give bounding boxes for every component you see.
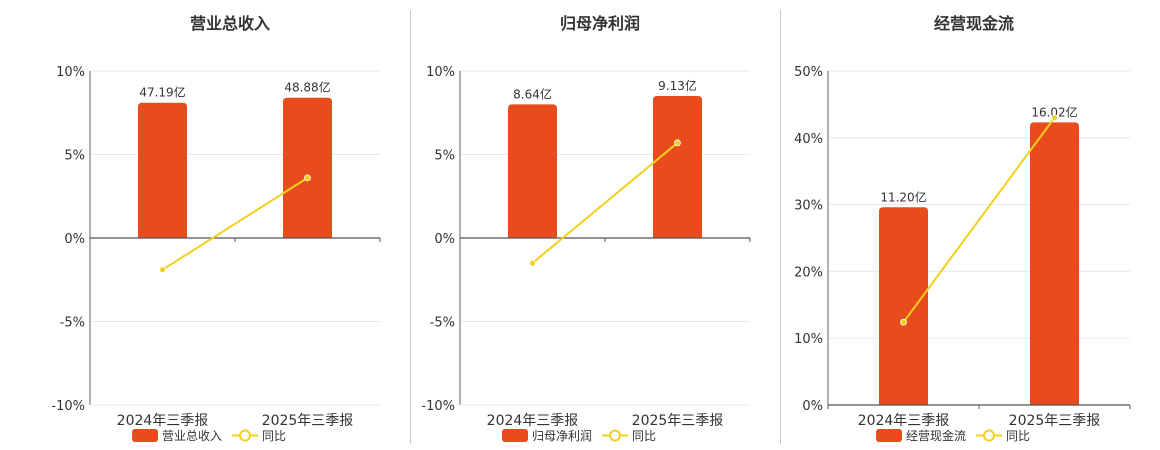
legend-line-label: 同比	[1006, 429, 1030, 443]
legend-bar-label: 经营现金流	[906, 428, 966, 443]
y-tick-label: -10%	[421, 399, 455, 414]
legend-line-marker	[609, 429, 621, 442]
legend-line-marker	[239, 429, 251, 442]
yoy-point	[304, 174, 311, 182]
x-category-label: 2024年三季报	[858, 413, 950, 429]
x-category-label: 2025年三季报	[1009, 413, 1101, 429]
legend-line-marker	[983, 429, 995, 442]
chart-title: 归母净利润	[560, 14, 640, 33]
y-tick-label: -5%	[60, 316, 85, 331]
legend-line-label: 同比	[632, 429, 656, 443]
y-tick-label: 10%	[794, 332, 823, 347]
x-category-label: 2025年三季报	[632, 413, 724, 429]
legend-bar-swatch	[876, 429, 902, 442]
y-tick-label: 30%	[794, 199, 823, 214]
y-tick-label: 50%	[794, 65, 823, 80]
bar-1	[879, 207, 928, 405]
bar-2	[653, 96, 702, 238]
y-tick-label: -10%	[51, 399, 85, 414]
yoy-point	[159, 266, 166, 274]
bar-data-label: 16.02亿	[1031, 104, 1077, 119]
chart-title: 营业总收入	[190, 14, 270, 33]
bar-data-label: 47.19亿	[139, 85, 185, 100]
y-tick-label: 10%	[56, 65, 85, 80]
panel-divider	[410, 10, 411, 444]
x-category-label: 2024年三季报	[117, 413, 209, 429]
panel-divider	[780, 10, 781, 444]
bar-data-label: 8.64亿	[513, 86, 552, 101]
y-tick-label: 0%	[64, 232, 85, 247]
bar-1	[138, 102, 187, 238]
bar-2	[1030, 122, 1079, 405]
y-tick-label: 5%	[64, 149, 85, 164]
x-category-label: 2025年三季报	[262, 413, 354, 429]
y-tick-label: 40%	[794, 132, 823, 147]
y-tick-label: -5%	[430, 316, 455, 331]
yoy-point	[1051, 114, 1058, 122]
yoy-point	[674, 139, 681, 147]
y-tick-label: 0%	[802, 399, 823, 414]
y-tick-label: 0%	[434, 232, 455, 247]
legend-bar-swatch	[132, 429, 158, 442]
bar-data-label: 11.20亿	[880, 189, 926, 204]
y-tick-label: 10%	[426, 65, 455, 80]
yoy-point	[529, 259, 536, 267]
yoy-point	[900, 318, 907, 326]
legend-bar-label: 归母净利润	[532, 429, 592, 443]
yoy-line	[161, 177, 309, 271]
y-tick-label: 20%	[794, 265, 823, 280]
legend-bar-label: 营业总收入	[162, 429, 222, 443]
yoy-line	[902, 117, 1056, 323]
y-tick-label: 5%	[434, 149, 455, 164]
bar-1	[508, 104, 557, 239]
yoy-line	[531, 142, 679, 264]
bar-data-label: 9.13亿	[658, 78, 697, 93]
bar-data-label: 48.88亿	[284, 80, 330, 95]
x-category-label: 2024年三季报	[487, 413, 579, 429]
legend-line-label: 同比	[262, 429, 286, 443]
legend-bar-swatch	[502, 429, 528, 442]
chart-title: 经营现金流	[934, 14, 1014, 33]
bar-2	[283, 97, 332, 238]
